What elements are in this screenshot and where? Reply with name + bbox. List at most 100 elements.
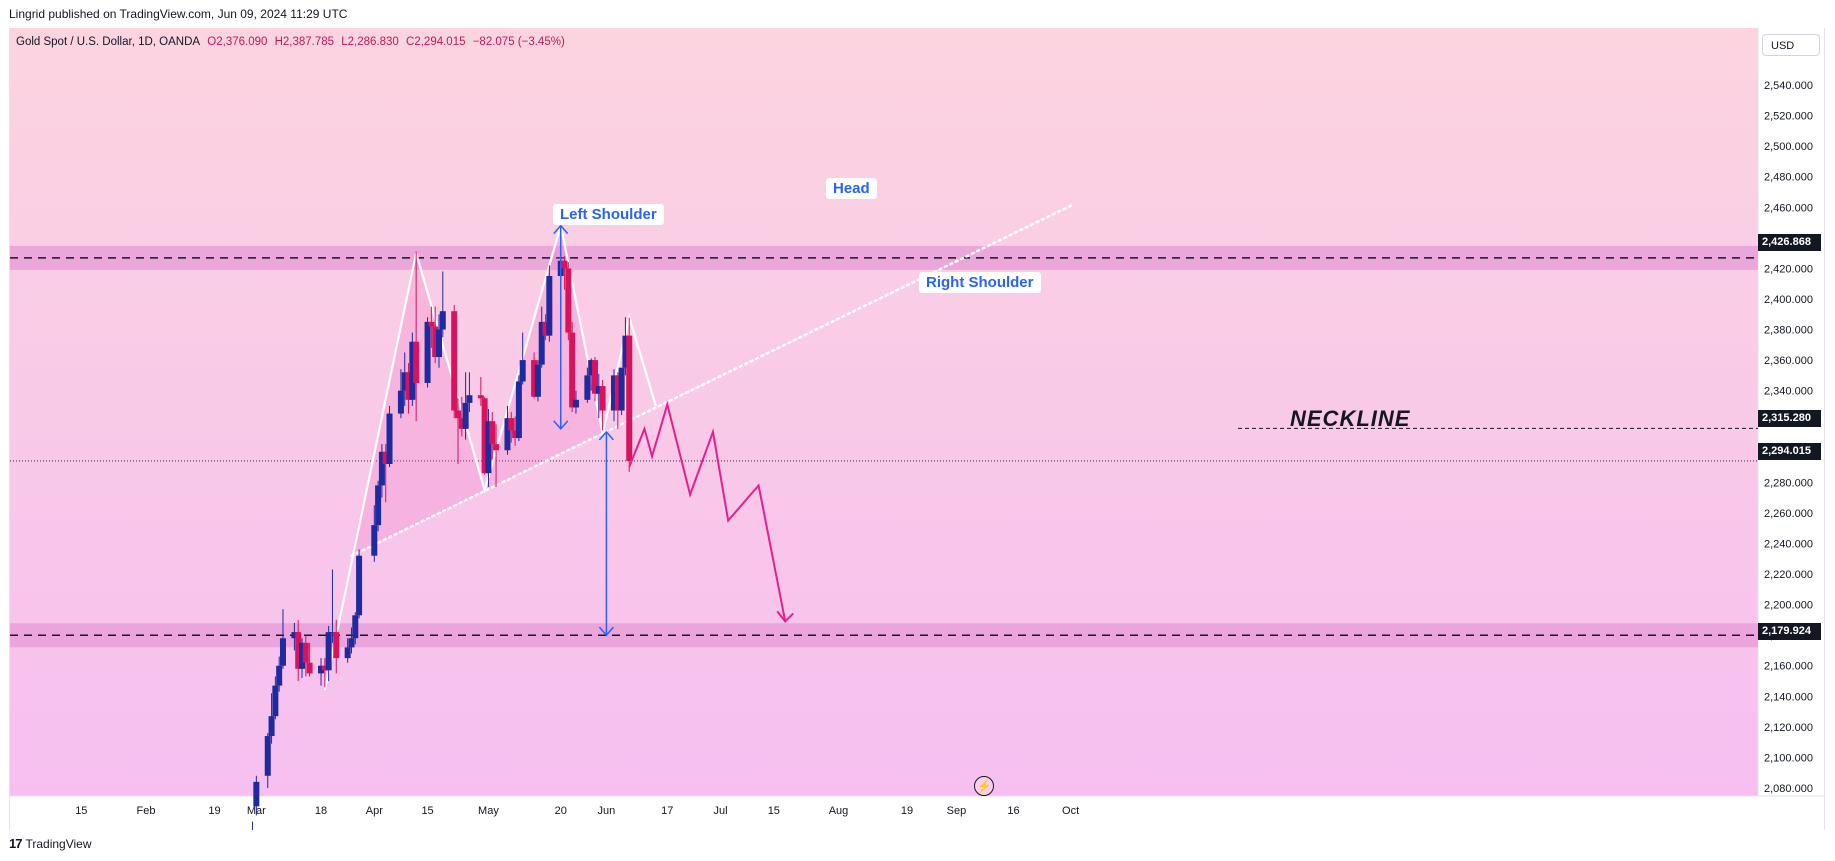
currency-button[interactable]: USD xyxy=(1762,34,1820,56)
neckline-label: NECKLINE xyxy=(1290,406,1411,431)
candle xyxy=(371,505,378,562)
price-label-neckline: 2,315.280 xyxy=(1758,410,1821,427)
y-tick-label: 2,160.000 xyxy=(1764,661,1813,673)
measure-arrow-head xyxy=(553,420,569,430)
candle xyxy=(291,622,298,651)
y-tick-label: 2,360.000 xyxy=(1764,355,1813,367)
x-tick-label: Mar xyxy=(247,805,266,817)
y-tick-label: 2,200.000 xyxy=(1764,600,1813,612)
candle xyxy=(413,251,420,422)
candle-body xyxy=(299,642,306,669)
candle-body xyxy=(477,395,484,399)
candle xyxy=(424,317,431,388)
candle-body xyxy=(512,430,519,439)
candle xyxy=(569,321,576,413)
lightning-icon[interactable]: ⚡ xyxy=(974,776,994,796)
candle xyxy=(302,635,309,677)
x-tick-label: May xyxy=(478,805,499,817)
candle-body xyxy=(485,421,492,474)
candle-body xyxy=(378,451,385,486)
candle-body xyxy=(325,632,332,671)
x-tick-label: Sep xyxy=(947,805,967,817)
candle xyxy=(329,569,336,643)
candle xyxy=(272,676,279,720)
x-tick-label: Feb xyxy=(137,805,156,817)
candle xyxy=(432,306,439,364)
candle-body xyxy=(276,665,283,686)
ohlc-open: O2,376.090 xyxy=(207,36,268,48)
price-label-resistance: 2,426.868 xyxy=(1758,234,1821,251)
candle-body xyxy=(595,386,602,394)
candle xyxy=(561,256,568,290)
y-tick-label: 2,240.000 xyxy=(1764,538,1813,550)
y-tick-label: 2,380.000 xyxy=(1764,325,1813,337)
candle-body xyxy=(504,418,511,451)
candle-body xyxy=(306,662,313,674)
candle-body xyxy=(565,268,572,333)
candle-body xyxy=(611,375,618,411)
y-tick-label: 2,280.000 xyxy=(1764,477,1813,489)
candle-body xyxy=(618,367,625,411)
tradingview-logo[interactable]: 17 TradingView xyxy=(9,836,92,851)
chart-frame[interactable] xyxy=(9,28,1825,830)
y-tick-label: 2,140.000 xyxy=(1764,691,1813,703)
candle-body xyxy=(538,321,545,365)
x-tick-label: 15 xyxy=(421,805,433,817)
candle xyxy=(455,398,462,465)
candle-body xyxy=(409,341,416,400)
tradingview-logo-text: TradingView xyxy=(25,836,92,851)
candle xyxy=(356,549,363,619)
y-tick-label: 2,400.000 xyxy=(1764,294,1813,306)
candle-body xyxy=(424,321,431,384)
candle-body xyxy=(264,736,271,776)
candle-body xyxy=(428,321,435,327)
candle xyxy=(611,369,618,422)
candle xyxy=(386,405,393,468)
ohlc-low: L2,286.830 xyxy=(341,36,399,48)
candle-body xyxy=(375,485,382,526)
y-tick-label: 2,220.000 xyxy=(1764,569,1813,581)
time-axis-background xyxy=(10,796,1824,830)
x-tick-label: 18 xyxy=(315,805,327,817)
candle xyxy=(599,379,606,431)
candle xyxy=(344,638,351,663)
x-tick-label: 15 xyxy=(768,805,780,817)
ohlc-change: −82.075 (−3.45%) xyxy=(472,36,565,48)
candle xyxy=(481,396,488,475)
candle xyxy=(538,306,545,368)
candle-body xyxy=(432,326,439,358)
y-tick-label: 2,500.000 xyxy=(1764,141,1813,153)
y-tick-label: 2,520.000 xyxy=(1764,111,1813,123)
candle xyxy=(375,480,382,532)
candle-body xyxy=(405,372,412,400)
candle-body xyxy=(546,276,553,336)
candle-body xyxy=(489,421,496,445)
candle-body xyxy=(291,632,298,639)
candle xyxy=(321,658,328,688)
candle-body xyxy=(508,418,515,431)
right-shoulder-label: Right Shoulder xyxy=(919,272,1041,293)
chart-background xyxy=(10,28,1758,796)
candle xyxy=(466,372,473,413)
measure-arrow-head xyxy=(598,430,614,441)
x-tick-label: Aug xyxy=(829,805,849,817)
candle-body xyxy=(626,335,633,461)
candle xyxy=(378,444,385,498)
candle-body xyxy=(466,395,473,403)
candle-body xyxy=(569,332,576,408)
candle-body xyxy=(584,375,591,400)
bottom-bar xyxy=(0,830,1835,861)
ohlc-high: H2,387.785 xyxy=(274,36,335,48)
x-tick-label: Jun xyxy=(598,805,616,817)
candle xyxy=(504,405,511,455)
candle-body xyxy=(386,413,393,465)
candle xyxy=(477,376,484,406)
candle xyxy=(565,262,572,341)
candle-body xyxy=(295,632,302,669)
candle-body xyxy=(493,444,500,451)
candle xyxy=(508,412,515,443)
candle-body xyxy=(531,360,538,397)
y-tick-label: 2,460.000 xyxy=(1764,202,1813,214)
candle-body xyxy=(352,615,359,639)
